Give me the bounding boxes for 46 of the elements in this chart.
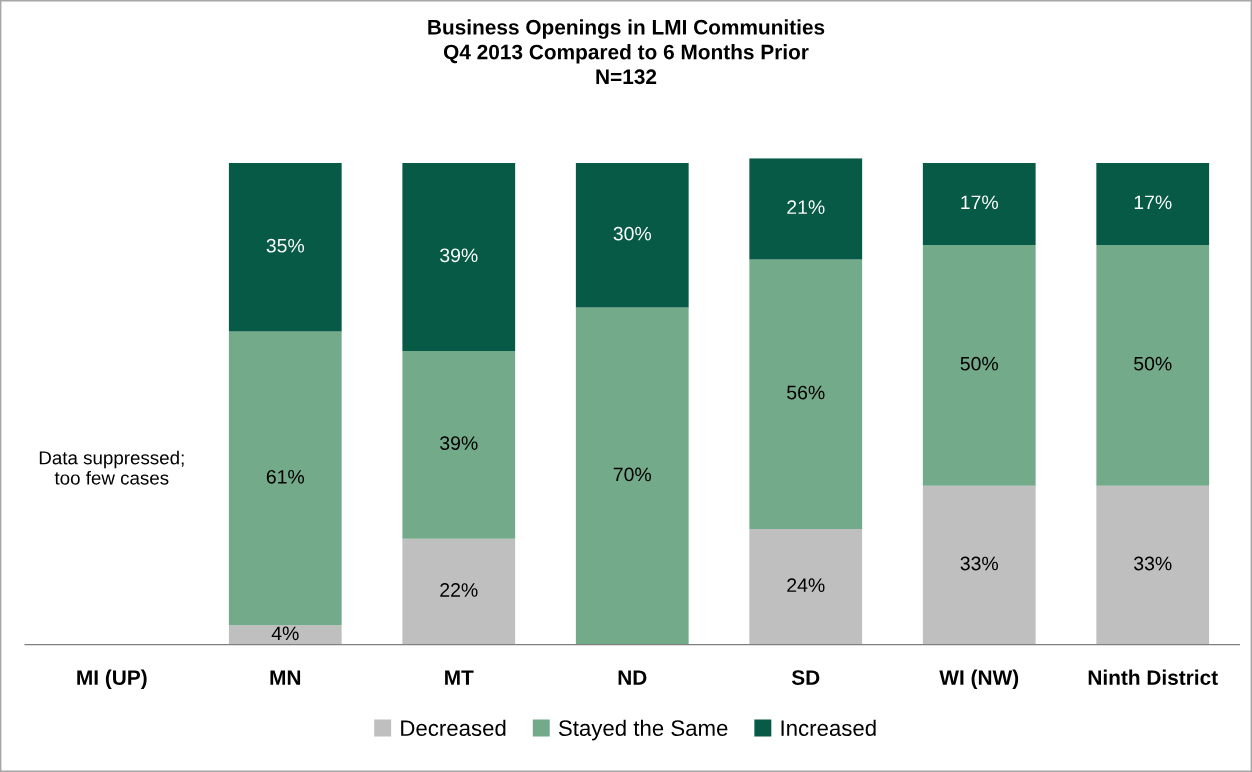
bar	[402, 350, 516, 539]
data-label: 17%	[1134, 195, 1172, 210]
bar	[402, 163, 516, 351]
bar	[1096, 244, 1210, 486]
data-label: 39%	[440, 248, 478, 263]
bar	[749, 529, 863, 645]
bar	[1096, 163, 1210, 245]
legend-label: Decreased	[401, 719, 506, 737]
bar	[922, 163, 1036, 245]
data-label: 17%	[961, 195, 999, 210]
bar	[922, 485, 1036, 645]
x-tick-label: Ninth District	[1088, 669, 1218, 685]
data-label: 39%	[440, 436, 478, 450]
bar	[749, 259, 863, 530]
data-label: 33%	[960, 556, 999, 571]
legend-label: Increased	[781, 719, 876, 737]
data-label: 24%	[787, 578, 825, 592]
bar	[402, 538, 516, 645]
chart-title: Business Openings in LMI Communities Q4 2013 Compared to 6 Months Prior N=132	[428, 19, 825, 85]
x-tick-label: MT	[445, 670, 474, 685]
annotation: Data suppressed; too few cases	[39, 450, 184, 485]
data-label: 4%	[271, 626, 299, 641]
data-label: 30%	[613, 226, 652, 241]
data-label: 70%	[613, 467, 652, 482]
data-label: 22%	[440, 583, 478, 597]
bar	[1096, 485, 1210, 645]
bar	[922, 244, 1036, 486]
data-label: 50%	[1134, 356, 1172, 371]
data-label: 50%	[960, 356, 999, 371]
data-label: 21%	[787, 200, 825, 214]
x-tick-label: MN	[270, 670, 301, 685]
bar	[228, 163, 342, 332]
bar	[575, 307, 689, 645]
bar	[749, 158, 863, 260]
x-tick-label: SD	[791, 670, 820, 685]
bar	[228, 625, 342, 645]
data-label: 56%	[787, 385, 825, 400]
x-tick-label: ND	[618, 670, 647, 685]
legend-label: Stayed the Same	[558, 719, 728, 741]
data-label: 33%	[1134, 556, 1172, 571]
data-label: 35%	[266, 238, 305, 253]
x-tick-label: WI (NW)	[939, 669, 1019, 690]
data-label: 61%	[266, 469, 305, 484]
bar	[228, 331, 342, 626]
x-tick-label: MI (UP)	[77, 669, 147, 690]
bar	[575, 163, 689, 308]
